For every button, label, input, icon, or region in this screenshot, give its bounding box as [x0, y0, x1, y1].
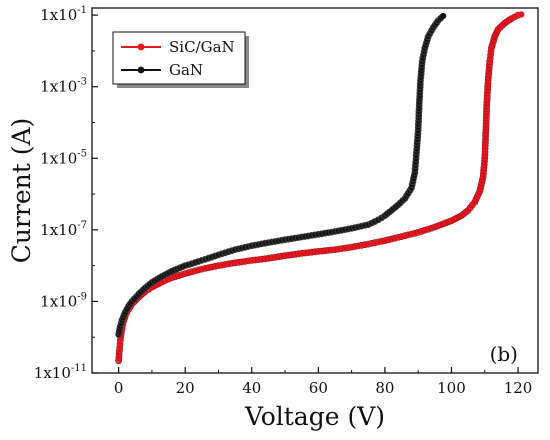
- legend-box: [112, 31, 246, 85]
- y-tick-label: 1x10-11: [34, 363, 87, 382]
- plot-frame: [91, 7, 539, 374]
- y-tick-label: 1x10-5: [40, 148, 87, 167]
- legend-label: GaN: [169, 61, 203, 79]
- x-tick-label: 0: [114, 379, 124, 397]
- legend-item: SiC/GaN: [121, 38, 235, 56]
- legend-label: SiC/GaN: [169, 38, 235, 56]
- legend-swatch-marker: [137, 66, 145, 74]
- x-axis-ticks: 0 20 40 60 80 100 120: [114, 367, 532, 397]
- y-tick-label: 1x10-3: [40, 77, 87, 96]
- data-point: [440, 12, 447, 20]
- legend-item: GaN: [121, 61, 203, 79]
- y-tick-label: 1x10-1: [40, 5, 87, 24]
- x-tick-label: 20: [176, 379, 195, 397]
- data-marks: [115, 11, 525, 365]
- series-sic-gan: [115, 11, 525, 365]
- x-tick-label: 100: [437, 379, 466, 397]
- x-axis-title: Voltage (V): [244, 402, 385, 431]
- legend-items: SiC/GaN GaN: [121, 38, 235, 79]
- y-tick-label: 1x10-9: [40, 291, 87, 310]
- legend: SiC/GaN GaN: [112, 31, 249, 88]
- x-tick-label: 120: [504, 379, 533, 397]
- y-tick-label: 1x10-7: [40, 220, 87, 239]
- data-point: [518, 11, 525, 18]
- y-axis-title: Current (A): [7, 118, 36, 264]
- x-tick-label: 60: [309, 379, 328, 397]
- series-gan: [115, 12, 447, 338]
- panel-label: (b): [490, 342, 518, 366]
- legend-swatch-marker: [137, 43, 145, 51]
- x-tick-label: 80: [375, 379, 394, 397]
- y-axis-ticks: 1x10-11 1x10-9 1x10-7 1x10-5 1x10-3 1x10-1: [34, 5, 98, 382]
- x-tick-label: 40: [242, 379, 261, 397]
